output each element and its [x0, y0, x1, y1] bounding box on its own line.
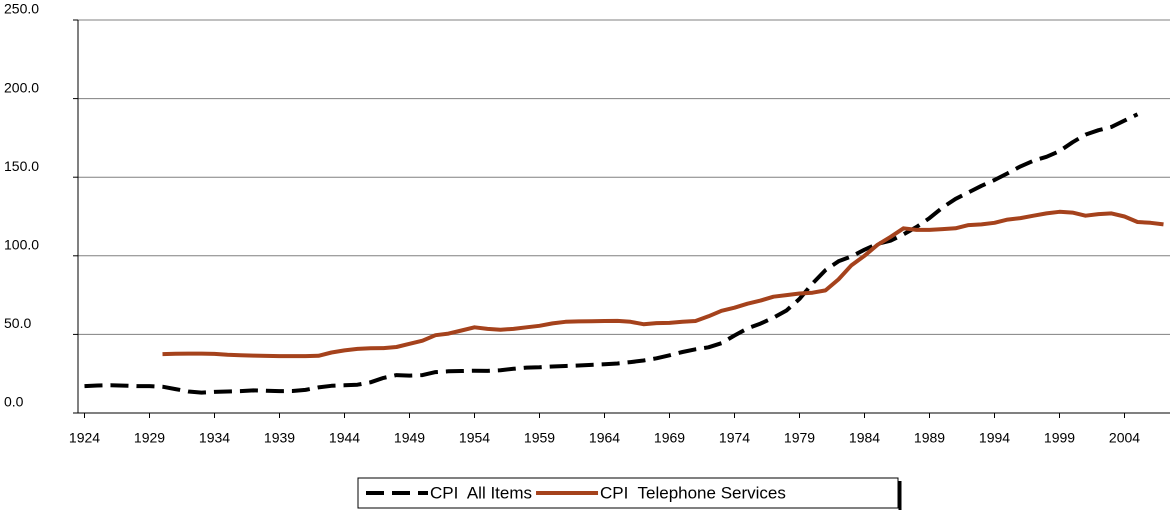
series-line [84, 112, 1139, 395]
x-tick-label: 1974 [719, 430, 750, 446]
x-tick-label: 1964 [589, 430, 620, 446]
y-tick-label: 200.0 [4, 79, 39, 95]
y-tick-label: 150.0 [4, 158, 39, 174]
x-tick-label: 2004 [1109, 430, 1140, 446]
x-tick-label: 1984 [849, 430, 880, 446]
y-tick-label: 100.0 [4, 237, 39, 253]
y-tick-label: 0.0 [4, 394, 24, 410]
x-tick-label: 1989 [914, 430, 945, 446]
x-tick-label: 1939 [264, 430, 295, 446]
x-tick-label: 1924 [69, 430, 100, 446]
x-tick-label: 1944 [329, 430, 360, 446]
y-tick-label: 50.0 [4, 315, 31, 331]
x-tick-label: 1954 [459, 430, 490, 446]
legend-box [357, 477, 899, 509]
x-tick-label: 1969 [654, 430, 685, 446]
x-tick-label: 1979 [784, 430, 815, 446]
x-tick-label: 1959 [524, 430, 555, 446]
x-tick-label: 1929 [134, 430, 165, 446]
x-tick-label: 1934 [199, 430, 230, 446]
legend-label: CPI Telephone Services [600, 483, 786, 502]
x-tick-label: 1994 [979, 430, 1010, 446]
series-line [162, 209, 1164, 359]
legend-label: CPI All Items [430, 483, 532, 502]
x-tick-label: 1999 [1044, 430, 1075, 446]
x-tick-label: 1949 [394, 430, 425, 446]
y-tick-label: 250.0 [4, 1, 39, 17]
